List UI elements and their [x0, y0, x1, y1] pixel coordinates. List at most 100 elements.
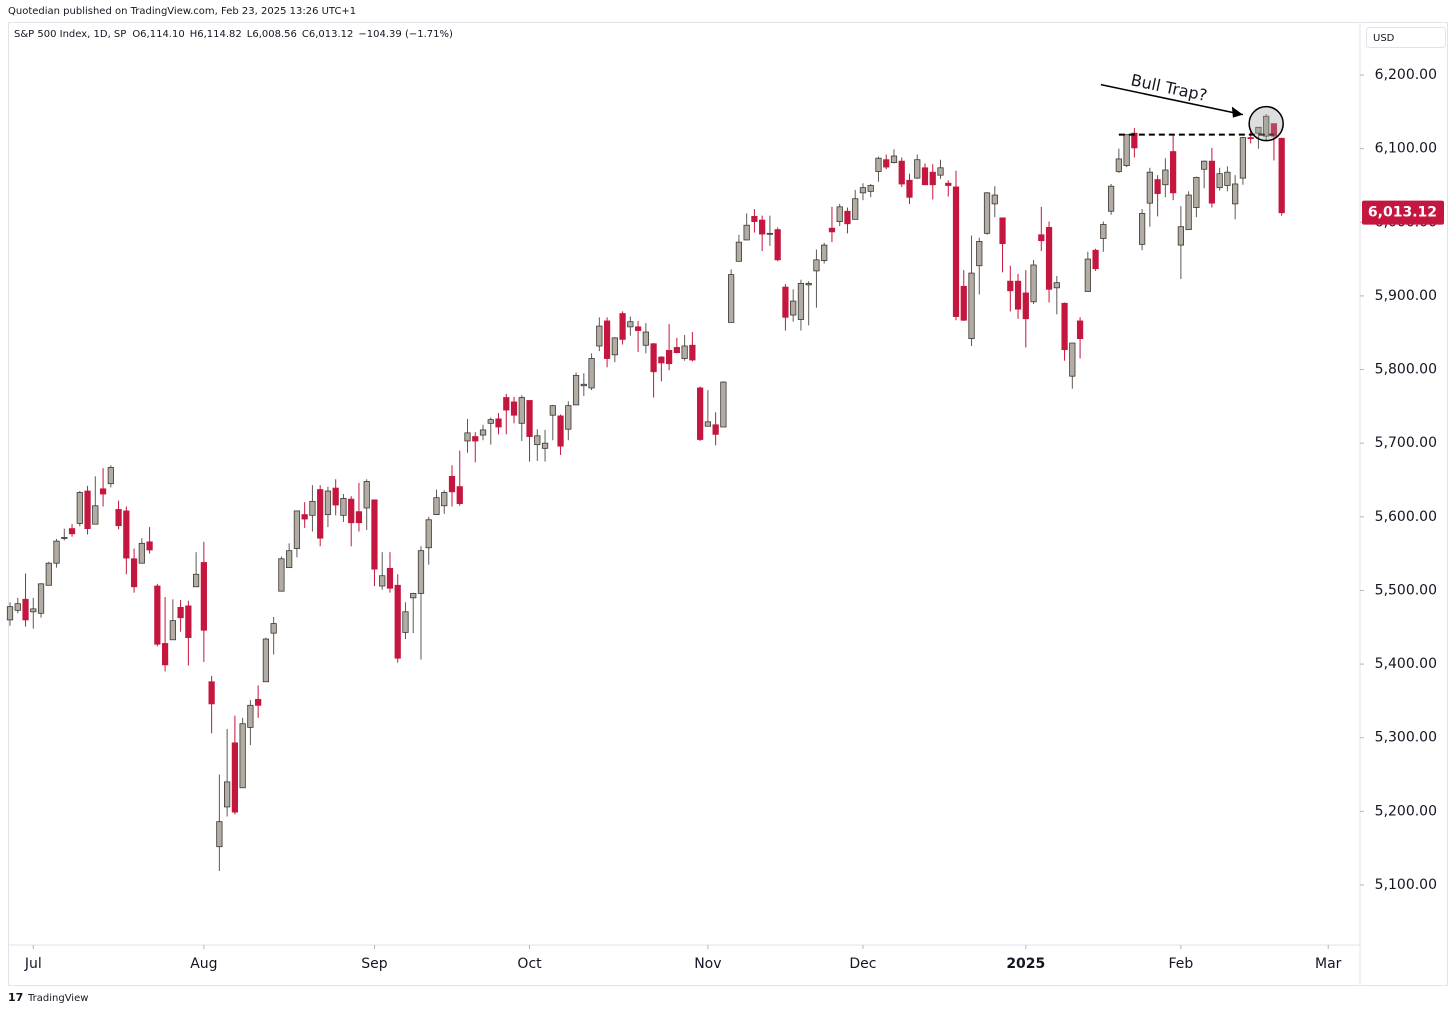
candle-body [751, 215, 758, 222]
candle-body [976, 241, 983, 267]
candle-body [844, 210, 851, 225]
candle-body [1007, 280, 1014, 292]
candle-body [495, 418, 502, 428]
candle-body [836, 206, 843, 222]
candle-body [859, 187, 867, 194]
candle-body [6, 606, 14, 621]
candle-body [735, 241, 743, 262]
y-tick-label: 5,800.00 [1375, 362, 1437, 378]
candle-body [394, 584, 401, 659]
candle-body [448, 475, 456, 493]
currency-label[interactable]: USD [1373, 33, 1395, 44]
candle-body [92, 505, 99, 525]
candle-body [689, 344, 696, 361]
candle-body [1107, 185, 1115, 212]
candle-body [1177, 226, 1184, 246]
candle-body [1038, 234, 1045, 242]
candle-body [541, 442, 549, 449]
candle-body [185, 605, 192, 638]
tradingview-logo: 17 [8, 991, 23, 1004]
candle-body [355, 511, 363, 524]
candle-body [766, 232, 774, 235]
candle-body [665, 350, 673, 365]
last-price-box [1362, 200, 1444, 225]
candle-body [1022, 292, 1029, 320]
candle-body [22, 598, 29, 621]
candle-body [464, 432, 471, 442]
ohlc-value: O6,114.10 [132, 29, 184, 40]
candle-body [549, 405, 556, 416]
candle-body [1146, 171, 1153, 204]
candle-body [821, 244, 828, 261]
candle-body [224, 781, 231, 808]
candle-body [154, 585, 161, 645]
candle-body [743, 224, 750, 241]
candle-body [1247, 137, 1254, 140]
last-price-label: 6,013.12 [1368, 205, 1437, 221]
candle-body [603, 320, 611, 359]
candle-body [642, 331, 649, 346]
highlight-circle [1248, 105, 1284, 142]
y-tick-label: 5,400.00 [1375, 656, 1437, 672]
candle-body [417, 550, 425, 594]
candle-body [84, 490, 91, 530]
x-tick-label: Sep [361, 956, 388, 972]
candle-body [720, 381, 727, 428]
candle-body [76, 492, 83, 524]
candle-body [348, 498, 355, 524]
candle-body [14, 603, 21, 611]
y-tick-label: 5,900.00 [1375, 288, 1437, 304]
currency-box[interactable] [1366, 27, 1446, 48]
candle-body [557, 415, 564, 447]
arrow-head [1231, 106, 1243, 118]
candle-body [1131, 132, 1138, 149]
candle-body [937, 167, 944, 176]
y-tick-label: 5,700.00 [1375, 435, 1437, 451]
publisher-header: Quotedian published on TradingView.com, … [8, 6, 356, 17]
candle-body [363, 481, 370, 509]
x-tick-label: 2025 [1006, 956, 1045, 972]
candle-body [759, 219, 766, 235]
candle-body [208, 681, 215, 705]
candle-body [169, 620, 176, 641]
candle-body [1170, 151, 1177, 194]
ohlc-value: C6,013.12 [302, 29, 354, 40]
candle-body [728, 274, 735, 323]
candle-body [441, 492, 448, 507]
candle-body [1053, 282, 1060, 289]
logo-mark: 17 [8, 991, 23, 1004]
y-tick-label: 5,500.00 [1375, 582, 1437, 598]
candle-body [658, 356, 665, 364]
candle-body [503, 397, 510, 411]
candle-body [580, 383, 587, 387]
candle-body [293, 510, 301, 549]
candle-body [588, 358, 595, 389]
candle-body [1030, 264, 1037, 303]
y-tick-label: 6,100.00 [1375, 141, 1437, 157]
candle-body [231, 742, 238, 813]
candle-body [805, 283, 812, 286]
candle-body [45, 562, 52, 586]
candle-body [712, 424, 719, 435]
candle-body [898, 160, 905, 185]
candle-body [37, 583, 45, 614]
candle-body [1100, 224, 1107, 239]
candle-body [371, 499, 378, 570]
candle-body [1115, 158, 1122, 172]
y-tick-label: 5,100.00 [1375, 877, 1437, 893]
candle-body [890, 155, 898, 164]
x-tick-label: Feb [1168, 956, 1193, 972]
candle-body [1084, 258, 1091, 292]
x-tick-label: Mar [1315, 956, 1342, 972]
candle-body [386, 567, 394, 589]
candle-body [681, 345, 688, 359]
y-tick-label: 5,200.00 [1375, 803, 1437, 819]
candle-body [1154, 179, 1161, 194]
candle-body [1224, 171, 1231, 186]
candle-body [774, 229, 781, 261]
candle-body [697, 387, 704, 440]
candle-body [1014, 280, 1022, 310]
candle-body [115, 509, 122, 527]
candle-body [1138, 213, 1146, 245]
candle-body [991, 194, 998, 205]
